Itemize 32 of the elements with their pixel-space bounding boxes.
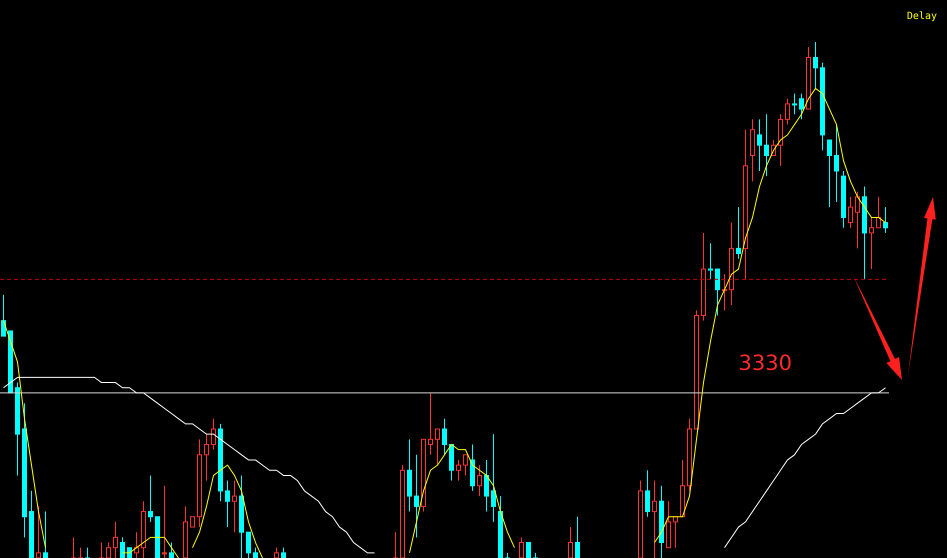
candlestick [407,438,412,512]
text: Delay [906,11,937,22]
candlestick [148,474,153,522]
candlestick [414,454,419,538]
candlestick [708,242,713,280]
candlestick [792,93,797,115]
candlestick [743,129,748,280]
candlestick [813,42,818,89]
candlestick [799,93,804,120]
candlestick [428,392,433,456]
candlestick [239,474,244,558]
candlestick [834,124,839,202]
candlestick [659,485,664,558]
candlestick [729,222,734,306]
candlestick [862,186,867,280]
candlestick [484,459,489,512]
annotation: 3330 [738,350,792,375]
candlestick [197,438,202,528]
candlestick [22,402,27,538]
candlestick [442,418,447,456]
candlestick [204,434,209,482]
candlestick [477,464,482,497]
candlestick [764,114,769,177]
candlestick [757,118,762,172]
candlestick [869,216,874,270]
candlestick [750,118,755,182]
candlestick [225,480,230,528]
candlestick [778,114,783,166]
candlestick [848,196,853,228]
candlestick [491,434,496,522]
candlestick [232,480,237,533]
candlestick [820,62,825,151]
